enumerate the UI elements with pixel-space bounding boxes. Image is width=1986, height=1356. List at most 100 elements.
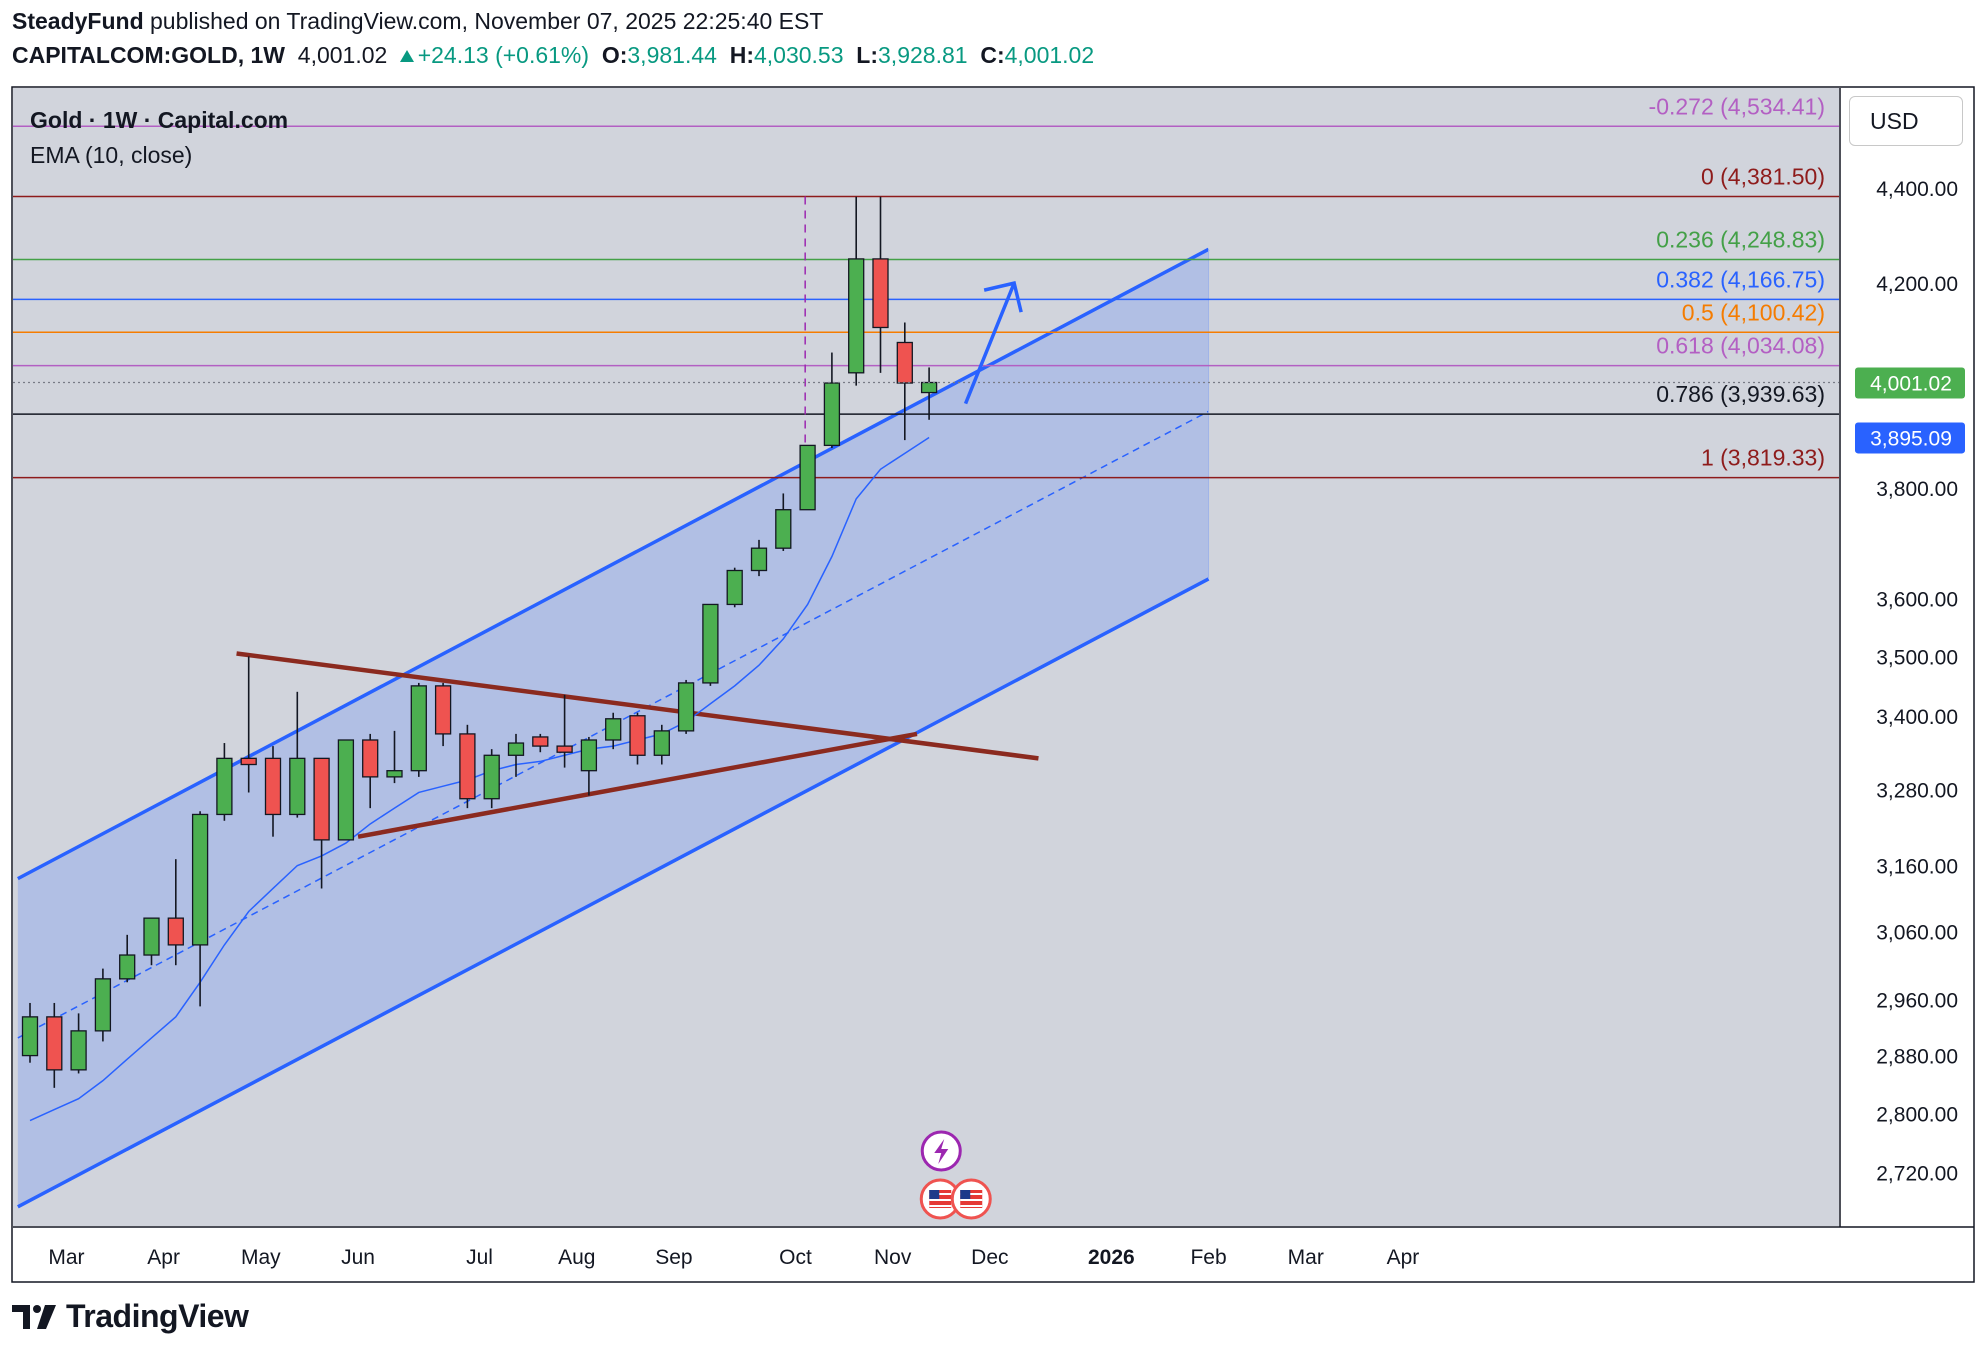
tradingview-logo-icon <box>12 1304 56 1329</box>
last-price-tag-label: 4,001.02 <box>1870 373 1952 396</box>
time-tick-label: Jul <box>466 1246 493 1269</box>
candle-up[interactable] <box>653 730 670 756</box>
candle-up[interactable] <box>775 509 792 549</box>
time-tick-label: Dec <box>971 1246 1008 1269</box>
publish-text: published on TradingView.com, November 0… <box>150 8 824 34</box>
fib-label-0.618: 0.618 (4,034.08) <box>1656 333 1825 359</box>
candle-up[interactable] <box>337 739 355 841</box>
price-tick-label: 3,160.00 <box>1876 856 1958 879</box>
chart-legend: Gold · 1W · Capital.com EMA (10, close) <box>30 107 288 168</box>
price-tick-label: 2,800.00 <box>1876 1103 1958 1126</box>
fib-label-0.382: 0.382 (4,166.75) <box>1656 266 1825 292</box>
currency-button[interactable]: USD <box>1849 96 1963 146</box>
last-price: 4,001.02 <box>297 42 388 68</box>
triangle-lower-line[interactable] <box>357 731 918 839</box>
ema-price-tag-label: 3,895.09 <box>1870 427 1952 450</box>
candle-down[interactable] <box>46 1016 63 1071</box>
price-tick-label: 3,280.00 <box>1876 779 1958 802</box>
candle-up[interactable] <box>70 1030 87 1071</box>
candle-down[interactable] <box>896 341 913 384</box>
price-tick-label: 2,960.00 <box>1876 990 1958 1013</box>
candle-up[interactable] <box>94 978 112 1032</box>
time-tick-label: Mar <box>1288 1246 1324 1269</box>
lightning-glyph-icon <box>934 1139 949 1164</box>
price-tick-label: 2,720.00 <box>1876 1163 1958 1186</box>
high-value: 4,030.53 <box>753 42 844 68</box>
time-tick-label: Jun <box>341 1246 375 1269</box>
time-tick-label: Apr <box>1387 1246 1420 1269</box>
candle-up[interactable] <box>507 742 525 756</box>
candle-up[interactable] <box>386 770 403 778</box>
triangle-upper-line[interactable] <box>236 651 1039 761</box>
last-price-tag <box>1855 367 1965 399</box>
ema-line[interactable] <box>29 436 930 1122</box>
candle-up[interactable] <box>483 754 500 800</box>
candle-up[interactable] <box>605 718 622 741</box>
candle-down[interactable] <box>264 757 282 816</box>
price-change: +24.13 (+0.61%) <box>417 42 590 68</box>
candle-up[interactable] <box>702 603 719 684</box>
candle-up[interactable] <box>677 682 695 732</box>
candle-up[interactable] <box>289 757 306 816</box>
projection-arrow-head-icon[interactable] <box>983 281 1023 313</box>
candle-up[interactable] <box>750 547 768 572</box>
us-flag-canton <box>929 1190 940 1199</box>
candle-down[interactable] <box>240 757 257 766</box>
price-tick-label: 3,800.00 <box>1876 478 1958 501</box>
candle-down[interactable] <box>629 715 646 756</box>
candle-down[interactable] <box>434 685 452 735</box>
candle-up[interactable] <box>143 917 160 956</box>
candle-down[interactable] <box>872 258 889 329</box>
candle-down[interactable] <box>313 757 330 841</box>
candle-up[interactable] <box>119 954 136 980</box>
currency-label: USD <box>1870 107 1919 134</box>
candle-down[interactable] <box>167 917 184 946</box>
candle-up[interactable] <box>823 382 841 447</box>
projection-arrow-line[interactable] <box>963 282 1016 405</box>
legend-indicator[interactable]: EMA (10, close) <box>30 142 192 168</box>
candle-up[interactable] <box>21 1016 39 1057</box>
fib-label-0: 0 (4,381.50) <box>1701 164 1825 190</box>
channel-lower-line[interactable] <box>17 577 1210 1209</box>
fib-label-0.5: 0.5 (4,100.42) <box>1682 299 1825 325</box>
time-tick-label: Feb <box>1190 1246 1226 1269</box>
legend-title: Gold · 1W · Capital.com <box>30 107 288 133</box>
time-tick-label: Apr <box>147 1246 180 1269</box>
time-axis[interactable]: Mar Apr May Jun Jul Aug Sep Oct Nov Dec 2026 Feb Mar… <box>48 1246 1419 1269</box>
author-name[interactable]: SteadyFund <box>12 8 144 34</box>
candle-up[interactable] <box>410 685 427 772</box>
price-tick-label: 3,500.00 <box>1876 646 1958 669</box>
time-tick-label: Sep <box>655 1246 692 1269</box>
fib-label-1: 1 (3,819.33) <box>1701 445 1825 471</box>
time-tick-label: Mar <box>48 1246 84 1269</box>
candle-up[interactable] <box>216 757 233 816</box>
candle-down[interactable] <box>532 736 549 747</box>
plot-area[interactable] <box>13 125 1839 1209</box>
candle-up[interactable] <box>191 813 209 946</box>
price-axis-bg <box>1841 88 1973 1226</box>
price-tick-label: 2,880.00 <box>1876 1046 1958 1069</box>
time-tick-label: Oct <box>779 1246 812 1269</box>
candle-down[interactable] <box>459 733 476 800</box>
ema-price-tag <box>1855 422 1965 454</box>
publish-info: SteadyFund published on TradingView.com,… <box>12 8 823 35</box>
candle-up[interactable] <box>580 739 598 772</box>
candle-down[interactable] <box>362 739 379 778</box>
up-arrow-icon <box>399 50 414 62</box>
price-axis[interactable]: 4,400.00 4,200.00 3,800.00 3,600.00 3,500.00… <box>1855 178 1965 1186</box>
time-tick-label: May <box>241 1246 281 1269</box>
symbol-info-bar: CAPITALCOM:GOLD, 1W 4,001.02 +24.13 (+0.… <box>12 42 1095 68</box>
time-tick-label: Aug <box>558 1246 595 1269</box>
fib-label-0.786: 0.786 (3,939.63) <box>1656 381 1825 407</box>
price-tick-label: 3,400.00 <box>1876 706 1958 729</box>
open-value: 3,981.44 <box>627 42 717 68</box>
time-tick-label: Nov <box>874 1246 912 1269</box>
candle-up[interactable] <box>920 381 938 394</box>
candle-up[interactable] <box>726 569 743 606</box>
candle-up[interactable] <box>799 444 816 511</box>
candle-up[interactable] <box>848 258 865 374</box>
tradingview-footer: TradingView <box>12 1298 249 1335</box>
candle-down[interactable] <box>556 745 573 753</box>
price-tick-label: 3,060.00 <box>1876 921 1958 944</box>
